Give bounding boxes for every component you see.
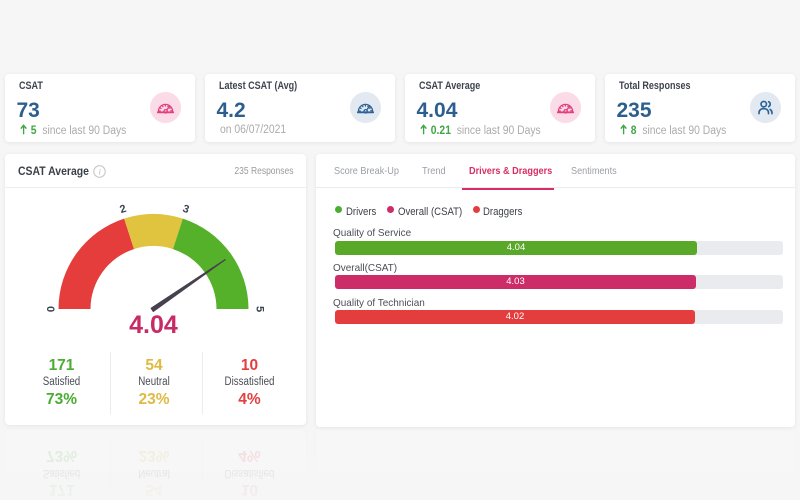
svg-text:4.04: 4.04 [129, 311, 178, 339]
svg-text:0: 0 [46, 306, 58, 312]
svg-text:3: 3 [181, 203, 191, 216]
svg-text:i: i [99, 168, 102, 177]
svg-text:2: 2 [118, 203, 128, 216]
svg-text:5: 5 [254, 306, 266, 312]
